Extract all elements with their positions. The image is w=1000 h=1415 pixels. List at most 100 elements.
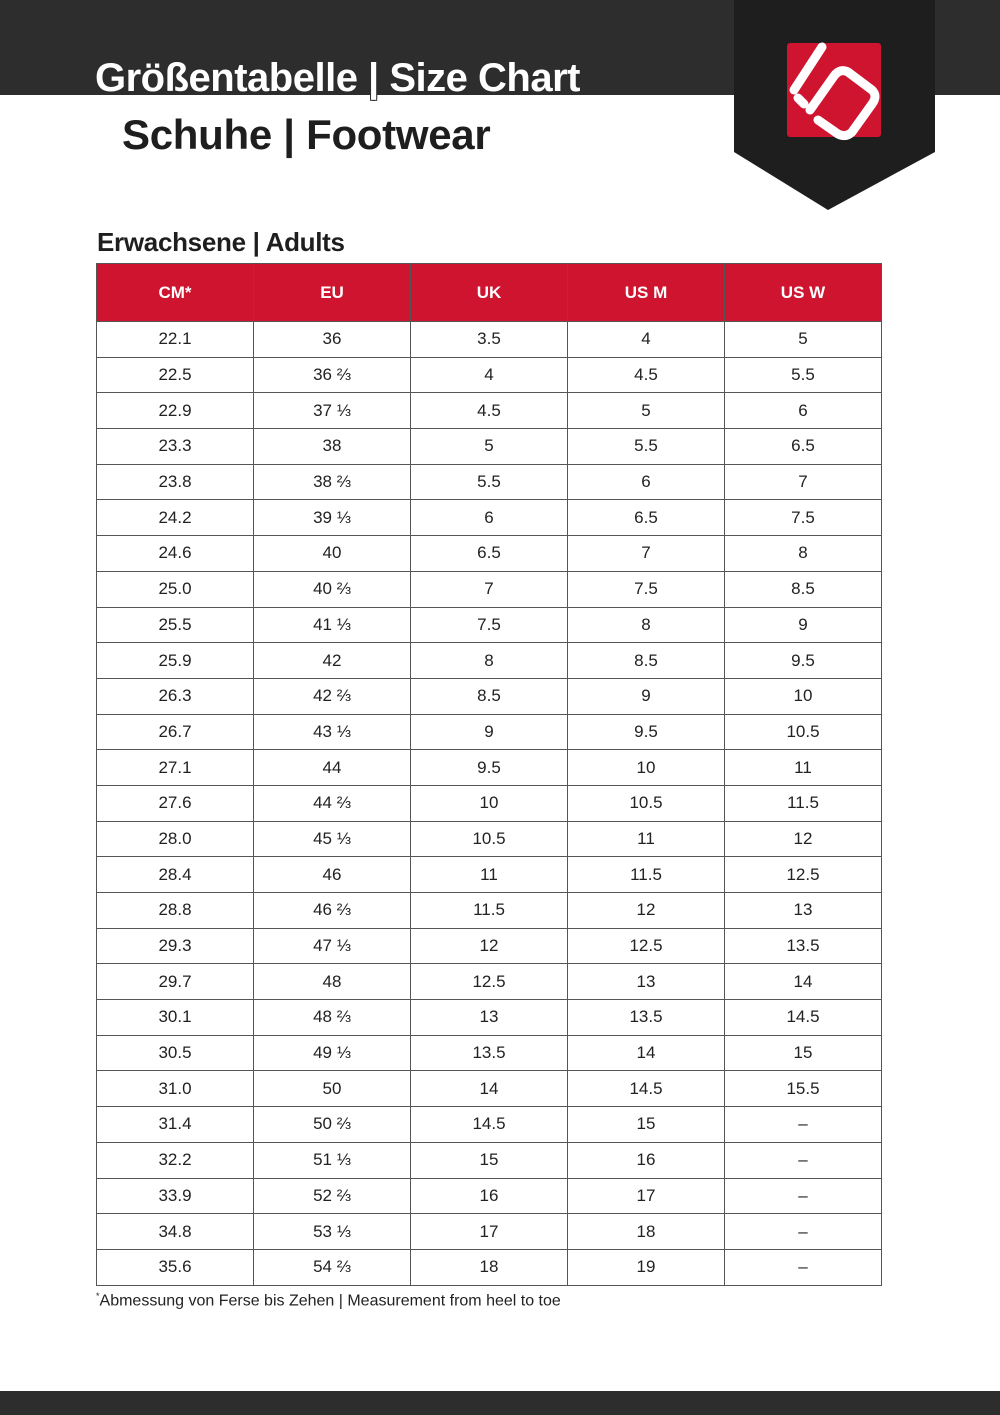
table-row: 30.5 49 ⅓ 13.5 14 15 xyxy=(96,1034,882,1072)
table-cell: 41 ⅓ xyxy=(253,606,411,644)
table-cell: 24.2 xyxy=(96,499,254,537)
column-header: UK xyxy=(410,263,568,322)
table-cell: 9 xyxy=(724,606,882,644)
table-cell: 31.4 xyxy=(96,1106,254,1143)
table-cell: 13.5 xyxy=(410,1034,568,1072)
table-cell: 15 xyxy=(567,1106,725,1143)
table-cell: 10 xyxy=(410,784,568,822)
table-cell: 6.5 xyxy=(410,535,568,572)
table-cell: 40 xyxy=(253,535,411,572)
table-row: 32.2 51 ⅓ 15 16– xyxy=(96,1141,882,1179)
brand-logo-badge xyxy=(734,0,935,210)
table-cell: 40 ⅔ xyxy=(253,570,411,608)
table-cell: 51 ⅓ xyxy=(253,1141,411,1179)
table-header-row: CM* EU UK US M US W xyxy=(96,263,882,322)
table-cell: 54 ⅔ xyxy=(253,1248,411,1286)
table-cell: 6.5 xyxy=(724,428,882,465)
table-cell: 12.5 xyxy=(567,927,725,965)
table-cell: 18 xyxy=(410,1248,568,1286)
table-cell: 50 ⅔ xyxy=(253,1106,411,1143)
table-cell: 14.5 xyxy=(567,1070,725,1108)
table-cell: 27.6 xyxy=(96,784,254,822)
table-cell: 6 xyxy=(724,392,882,430)
table-cell: 31.0 xyxy=(96,1070,254,1108)
table-cell: 11 xyxy=(724,749,882,786)
table-cell: 5 xyxy=(724,321,882,358)
table-cell: 23.8 xyxy=(96,463,254,501)
table-cell: 13.5 xyxy=(724,927,882,965)
table-cell: 30.5 xyxy=(96,1034,254,1072)
table-cell: 7 xyxy=(567,535,725,572)
table-row: 28.8 46 ⅔ 11.5 12 13 xyxy=(96,892,882,929)
table-cell: 13 xyxy=(410,999,568,1036)
table-cell: 9.5 xyxy=(410,749,568,786)
table-cell: 12 xyxy=(410,927,568,965)
footnote: *Abmessung von Ferse bis Zehen | Measure… xyxy=(96,1291,561,1310)
table-cell: 7.5 xyxy=(410,606,568,644)
table-row: 22.1 36 3.5 4 5 xyxy=(96,321,882,358)
table-cell: 6 xyxy=(410,499,568,537)
table-row: 24.2 39 ⅓ 6 6.5 7.5 xyxy=(96,499,882,537)
table-cell: 36 xyxy=(253,321,411,358)
table-cell: 7 xyxy=(724,463,882,501)
table-cell: 10.5 xyxy=(410,820,568,858)
table-cell: 5.5 xyxy=(410,463,568,501)
table-cell: 4 xyxy=(567,321,725,358)
table-cell: 5.5 xyxy=(724,356,882,394)
table-cell: 42 xyxy=(253,642,411,679)
table-cell: 5 xyxy=(567,392,725,430)
table-row: 31.4 50 ⅔ 14.5 15– xyxy=(96,1106,882,1143)
table-cell: 45 ⅓ xyxy=(253,820,411,858)
table-cell: 11 xyxy=(410,856,568,893)
column-header: EU xyxy=(253,263,411,322)
table-cell: 15.5 xyxy=(724,1070,882,1108)
table-cell: 27.1 xyxy=(96,749,254,786)
table-cell: 4.5 xyxy=(410,392,568,430)
table-cell: 53 ⅓ xyxy=(253,1213,411,1250)
table-cell: 14.5 xyxy=(410,1106,568,1143)
table-cell: 48 ⅔ xyxy=(253,999,411,1036)
table-cell: 23.3 xyxy=(96,428,254,465)
table-cell: 11.5 xyxy=(410,892,568,929)
table-cell: 39 ⅓ xyxy=(253,499,411,537)
table-cell: – xyxy=(724,1248,882,1286)
table-cell: 9 xyxy=(410,713,568,751)
table-cell: 29.3 xyxy=(96,927,254,965)
table-cell: – xyxy=(724,1106,882,1143)
table-cell: 22.5 xyxy=(96,356,254,394)
table-row: 29.7 48 12.5 13 14 xyxy=(96,963,882,1001)
table-cell: 14.5 xyxy=(724,999,882,1036)
table-cell: 24.6 xyxy=(96,535,254,572)
table-cell: 10.5 xyxy=(724,713,882,751)
table-row: 28.0 45 ⅓ 10.5 11 12 xyxy=(96,820,882,858)
table-cell: 12 xyxy=(724,820,882,858)
table-cell: 11 xyxy=(567,820,725,858)
table-cell: 8.5 xyxy=(567,642,725,679)
table-row: 23.3 38 5 5.5 6.5 xyxy=(96,428,882,465)
table-cell: 37 ⅓ xyxy=(253,392,411,430)
table-cell: 28.4 xyxy=(96,856,254,893)
table-cell: 9.5 xyxy=(724,642,882,679)
table-body: 22.1 36 3.5 4 5 22.5 36 ⅔ 4 4.5 5.5 22.9 37 ⅓ 4.5 5 6 2… xyxy=(96,321,882,1286)
table-cell: 10.5 xyxy=(567,784,725,822)
table-cell: 26.3 xyxy=(96,677,254,715)
table-row: 30.1 48 ⅔ 13 13.5 14.5 xyxy=(96,999,882,1036)
table-row: 22.9 37 ⅓ 4.5 5 6 xyxy=(96,392,882,430)
table-cell: 4 xyxy=(410,356,568,394)
table-cell: 47 ⅓ xyxy=(253,927,411,965)
table-cell: 15 xyxy=(724,1034,882,1072)
table-cell: 13 xyxy=(567,963,725,1001)
table-cell: 5.5 xyxy=(567,428,725,465)
table-cell: 25.9 xyxy=(96,642,254,679)
table-row: 33.9 52 ⅔ 16 17– xyxy=(96,1177,882,1215)
footer-bar xyxy=(0,1391,1000,1415)
table-cell: 18 xyxy=(567,1213,725,1250)
table-row: 25.5 41 ⅓ 7.5 8 9 xyxy=(96,606,882,644)
table-row: 22.5 36 ⅔ 4 4.5 5.5 xyxy=(96,356,882,394)
table-cell: 17 xyxy=(410,1213,568,1250)
table-cell: 29.7 xyxy=(96,963,254,1001)
table-cell: 36 ⅔ xyxy=(253,356,411,394)
table-cell: 52 ⅔ xyxy=(253,1177,411,1215)
table-cell: 4.5 xyxy=(567,356,725,394)
table-cell: 33.9 xyxy=(96,1177,254,1215)
